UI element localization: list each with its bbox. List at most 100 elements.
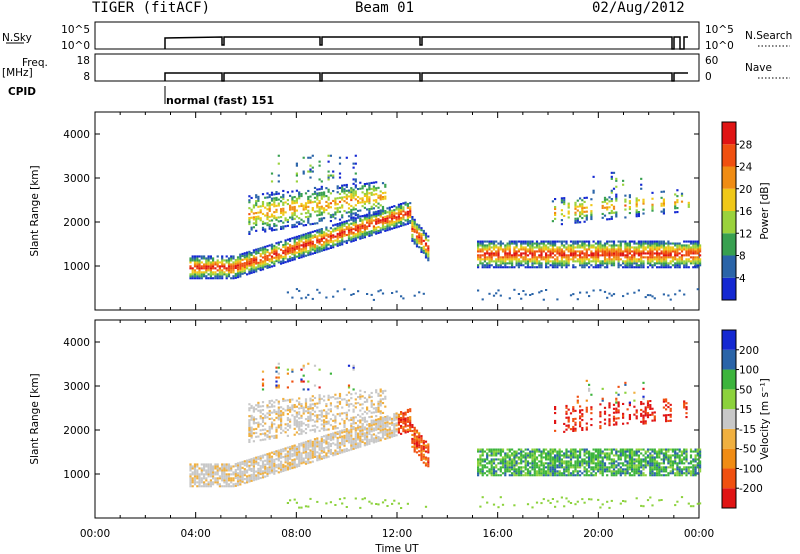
echo-cell [499, 452, 502, 455]
echo-cell [513, 254, 516, 257]
echo-cell [692, 258, 695, 261]
echo-cell [191, 269, 194, 272]
echo-cell [551, 244, 554, 247]
echo-cell [223, 463, 226, 466]
echo-cell [223, 485, 226, 488]
echo-cell [515, 450, 518, 453]
echo-cell [243, 478, 246, 481]
echo-cell [203, 265, 206, 268]
echo-cell [316, 457, 319, 460]
echo-cell [572, 254, 575, 257]
echo-cell [612, 244, 616, 247]
echo-cell [239, 271, 242, 274]
echo-cell [241, 262, 244, 265]
echo-cell [563, 260, 566, 263]
echo-cell [612, 205, 616, 208]
echo-cell [309, 445, 312, 448]
echo-cell [307, 197, 310, 200]
echo-cell [522, 252, 525, 255]
echo-cell [273, 452, 276, 455]
echo-cell [234, 263, 237, 266]
echo-cell [572, 240, 575, 243]
echo-cell [372, 215, 375, 218]
echo-cell [309, 415, 312, 418]
echo-cell [307, 156, 310, 159]
echo-cell [366, 225, 369, 228]
echo-cell [334, 211, 337, 214]
echo-cell [257, 205, 260, 208]
echo-cell [298, 411, 301, 414]
echo-cell [336, 397, 339, 400]
echo-cell [191, 481, 194, 484]
echo-cell [386, 223, 389, 226]
echo-cell [334, 417, 337, 420]
echo-cell [535, 462, 539, 465]
echo-cell [332, 432, 335, 435]
echo-cell [268, 196, 271, 199]
echo-cell [304, 208, 308, 211]
echo-cell [227, 467, 231, 470]
echo-cell [674, 248, 677, 251]
echo-cell [252, 261, 255, 264]
echo-cell [300, 416, 303, 419]
echo-cell [524, 448, 527, 451]
echo-cell [583, 264, 586, 267]
echo-cell [354, 398, 357, 401]
echo-cell [477, 258, 480, 261]
echo-cell [341, 216, 344, 219]
echo-cell [368, 222, 371, 225]
echo-cell [379, 388, 382, 391]
echo-cell [246, 481, 249, 484]
echo-cell [336, 436, 339, 439]
echo-cell [642, 242, 645, 245]
echo-cell [522, 460, 525, 463]
echo-cell [329, 237, 332, 240]
echo-cell [191, 465, 194, 468]
echo-cell [223, 471, 226, 474]
echo-cell [248, 480, 251, 483]
echo-cell [579, 197, 582, 200]
echo-cell [336, 209, 339, 212]
echo-cell [517, 470, 520, 473]
echo-cell [391, 209, 394, 212]
echo-cell [275, 208, 278, 211]
echo-cell [341, 206, 344, 209]
echo-cell [551, 264, 554, 267]
echo-cell [558, 254, 561, 257]
echo-cell [646, 242, 650, 245]
echo-cell [327, 176, 330, 179]
echo-cell [341, 231, 344, 234]
echo-cell [388, 426, 391, 429]
echo-cell [345, 183, 348, 186]
echo-cell [261, 378, 265, 381]
echo-cell [280, 412, 283, 415]
echo-cell [683, 254, 686, 257]
echo-cell [481, 248, 484, 251]
echo-cell [424, 446, 428, 449]
echo-cell [608, 200, 611, 203]
echo-cell [511, 254, 514, 257]
echo-cell [492, 460, 496, 463]
echo-cell [300, 442, 303, 445]
echo-cell [268, 194, 271, 197]
echo-cell [572, 250, 575, 253]
echo-cell [227, 479, 231, 482]
echo-cell [325, 226, 328, 229]
echo-cell [560, 252, 563, 255]
echo-cell [248, 217, 251, 220]
echo-cell [526, 254, 530, 257]
echo-cell [418, 232, 421, 235]
echo-cell [291, 406, 294, 409]
echo-cell [257, 403, 260, 406]
echo-cell [225, 473, 228, 476]
echo-cell [320, 207, 323, 210]
echo-cell [667, 244, 670, 247]
echo-cell [313, 230, 317, 233]
echo-cell [411, 439, 414, 442]
echo-cell [547, 260, 550, 263]
echo-cell [526, 248, 530, 251]
echo-cell [212, 471, 215, 474]
echo-cell [221, 269, 224, 272]
echo-cell [280, 422, 283, 425]
echo-cell [535, 466, 539, 469]
